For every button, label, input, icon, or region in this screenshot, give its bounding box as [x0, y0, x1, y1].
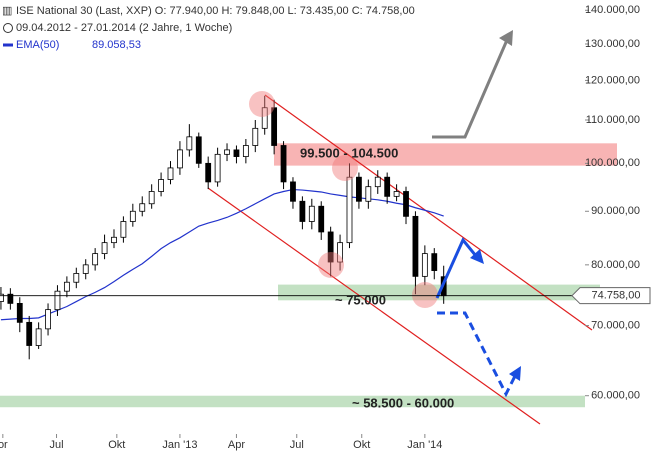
- resistance-zone: [274, 143, 617, 166]
- candle-body: [252, 127, 259, 146]
- y-tick-label: 90.000,00: [591, 205, 640, 217]
- candle-body: [290, 181, 296, 202]
- candle-body: [431, 253, 438, 271]
- candle-body: [280, 145, 287, 183]
- candle-body: [242, 145, 249, 157]
- arrow-up: [432, 39, 509, 139]
- candle-body: [7, 293, 14, 304]
- zone-label: 99.500 - 104.500: [300, 145, 398, 160]
- y-tick-label: 120.000,00: [585, 74, 640, 86]
- y-tick-label: 140.000,00: [585, 4, 640, 16]
- candle-body: [16, 302, 23, 323]
- highlights: [249, 91, 438, 308]
- candle-body: [54, 290, 61, 311]
- candle-body: [186, 136, 193, 151]
- x-tick-label: Jul: [49, 439, 63, 451]
- x-tick-label: Okt: [353, 439, 370, 451]
- candle-body: [233, 149, 240, 157]
- legend-value: 89.058,53: [92, 39, 141, 51]
- arrow-head: [499, 30, 513, 46]
- candle-body: [318, 205, 325, 233]
- candle-body: [271, 107, 278, 146]
- candle-body: [421, 253, 428, 277]
- price-tag: [571, 287, 651, 305]
- candle-body: [403, 191, 409, 217]
- y-tick-label: 110.000,00: [586, 114, 640, 126]
- zones: [0, 143, 617, 408]
- chart-icon: ▥: [2, 5, 12, 17]
- channel-upper: [264, 94, 593, 331]
- highlight: [249, 91, 275, 117]
- x-tick-label: Jan '13: [162, 439, 197, 451]
- candle-body: [365, 186, 372, 202]
- candle-body: [214, 153, 221, 183]
- candle-body: [261, 107, 268, 129]
- target-zone: [0, 395, 585, 408]
- last-price-label: 74.758,00: [592, 290, 641, 302]
- y-tick-label: 70.000,00: [591, 319, 640, 331]
- candle-body: [412, 215, 419, 277]
- candle-body: [195, 136, 202, 164]
- candle-layer: [0, 95, 447, 360]
- chart-title: ISE National 30 (Last, XXP) O: 77.940,00…: [16, 5, 415, 17]
- candle-body: [356, 176, 362, 202]
- legend-label: EMA(50): [16, 39, 59, 51]
- candle-body: [35, 328, 42, 346]
- arrow-bounce: [435, 237, 478, 299]
- candle-body: [393, 191, 400, 197]
- candle-body: [45, 309, 51, 330]
- candle-body: [299, 200, 306, 222]
- last-price-box: 74.758,00: [571, 287, 651, 305]
- candle-body: [0, 293, 4, 302]
- candle-body: [205, 162, 212, 183]
- arrow-head: [470, 249, 484, 264]
- channel-lower: [207, 187, 541, 425]
- x-tick-label: Jan '14: [407, 439, 442, 451]
- candle-body: [139, 203, 146, 212]
- candle-body: [82, 264, 89, 274]
- candle-body: [73, 273, 80, 283]
- candle-body: [129, 210, 136, 222]
- chart-subtitle: 09.04.2012 - 27.01.2014 (2 Jahre, 1 Woch…: [16, 22, 232, 34]
- candle-body: [346, 176, 353, 244]
- x-tick-label: Apr: [228, 439, 245, 451]
- candle-body: [101, 242, 108, 255]
- x-tick-label: Okt: [108, 439, 125, 451]
- arrow-head: [509, 366, 521, 381]
- candle-body: [384, 176, 391, 197]
- candle-body: [92, 253, 99, 266]
- candle-body: [337, 242, 343, 263]
- candle-body: [63, 281, 70, 292]
- candle-body: [224, 149, 230, 155]
- candle-body: [167, 167, 174, 180]
- candle-body: [111, 236, 117, 244]
- candle-body: [26, 321, 33, 346]
- candle-body: [158, 179, 164, 192]
- arrow-breakdown: [437, 311, 517, 398]
- highlight: [318, 252, 344, 278]
- arrows: [432, 30, 521, 398]
- y-tick-label: 80.000,00: [591, 259, 640, 271]
- zone-label: ~ 58.500 - 60.000: [352, 395, 454, 410]
- highlight: [332, 155, 358, 181]
- x-tick-label: or: [0, 439, 8, 451]
- highlight: [412, 282, 438, 308]
- x-tick-label: Jul: [290, 439, 304, 451]
- channel: [207, 94, 593, 425]
- y-tick-label: 60.000,00: [591, 390, 640, 402]
- candle-body: [308, 205, 315, 222]
- zone-label: ~ 75.000: [335, 292, 386, 307]
- candle-body: [177, 149, 183, 169]
- candle-body: [327, 231, 334, 263]
- candle-body: [148, 191, 155, 205]
- y-tick-label: 130.000,00: [585, 38, 640, 50]
- clock-icon: [3, 23, 13, 33]
- y-tick-label: 100.000,00: [585, 157, 640, 169]
- candle-body: [120, 221, 127, 238]
- candle-body: [374, 176, 381, 188]
